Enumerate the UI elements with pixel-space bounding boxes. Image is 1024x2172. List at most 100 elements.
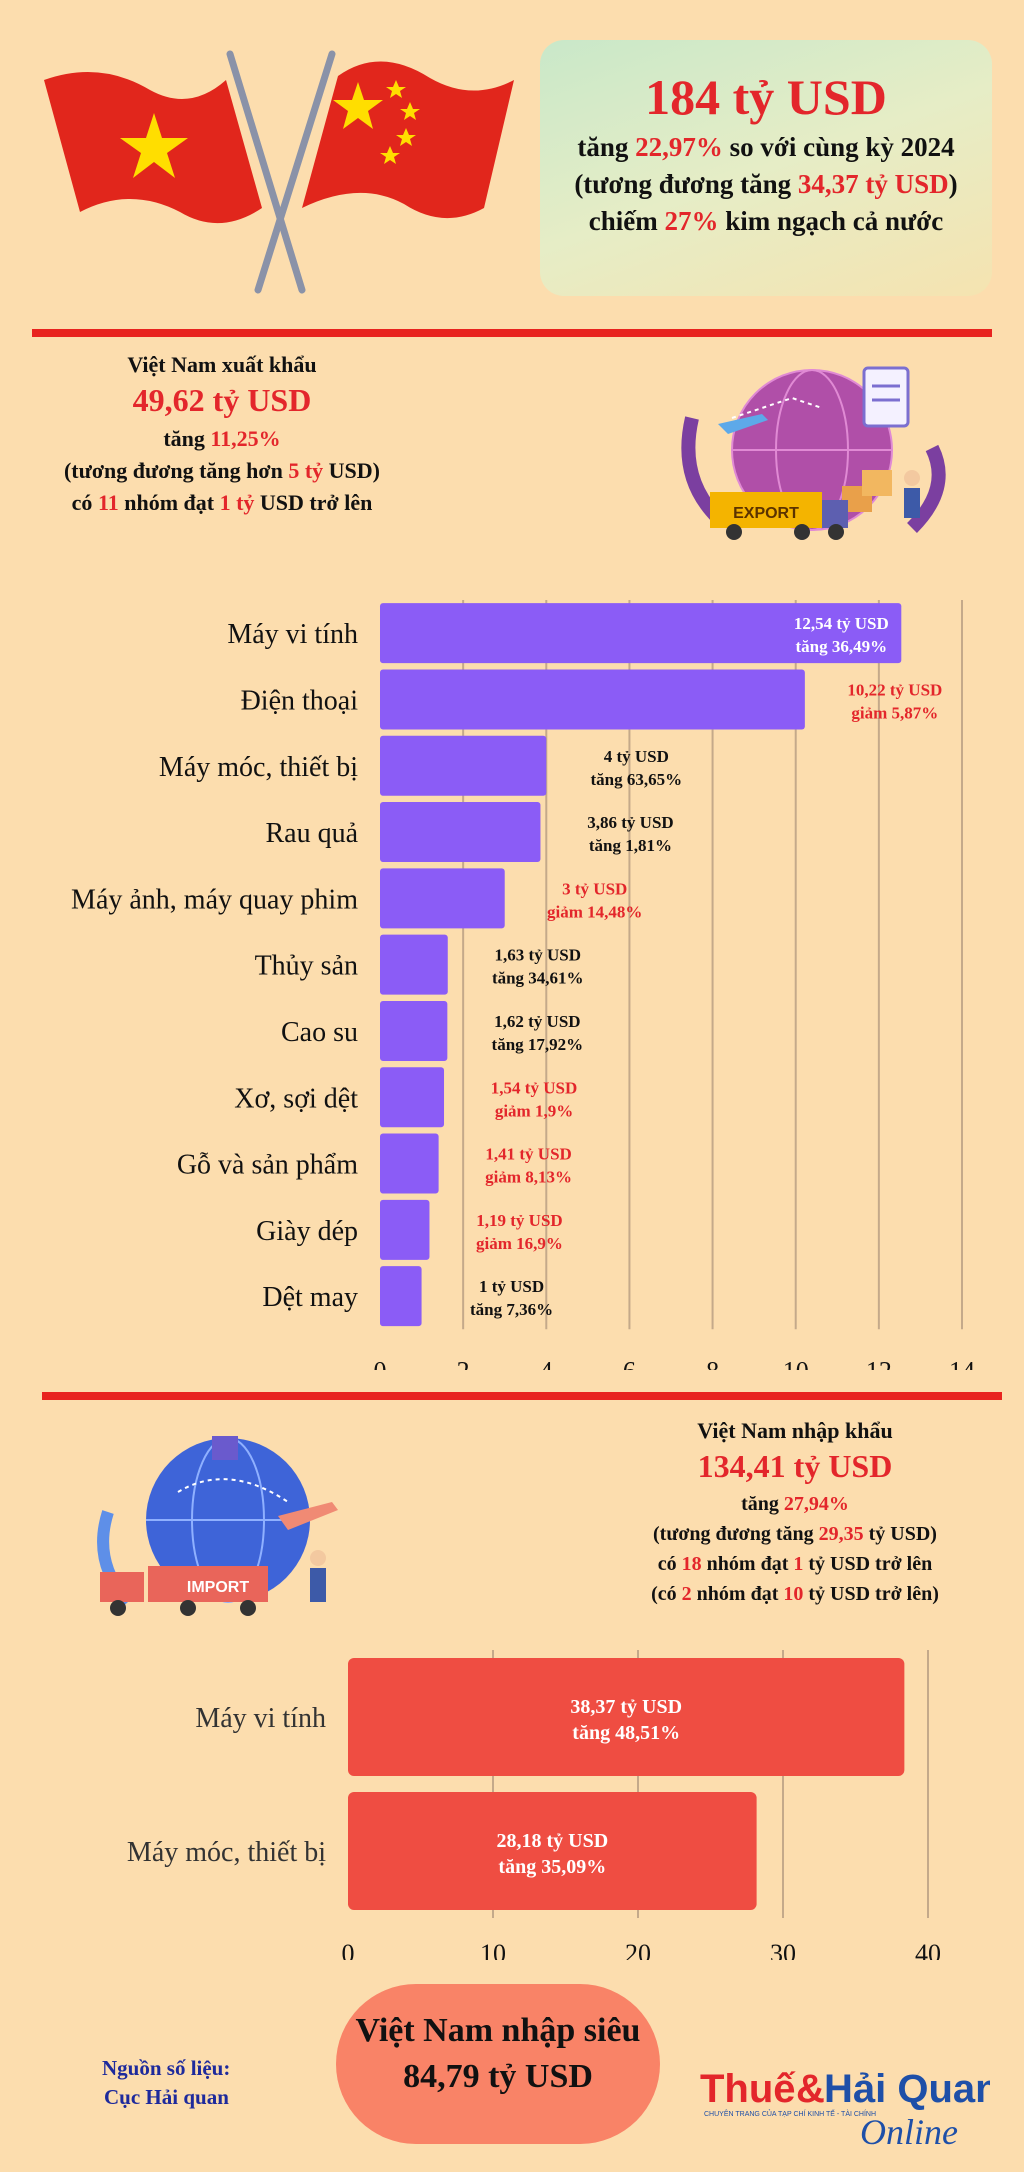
export-heading: Việt Nam xuất khẩu: [127, 352, 317, 377]
x-tick-label: 10: [480, 1939, 506, 1960]
bar: [380, 934, 448, 995]
import-illustration-icon: IMPORT: [97, 1436, 338, 1616]
svg-text:Hải Quan: Hải Quan: [824, 2067, 990, 2111]
import-details: tăng 27,94% (tương đương tăng 29,35 tỷ U…: [651, 1493, 939, 1605]
import-chart-bars: [348, 1658, 905, 1910]
data-label-value: 1,41 tỷ USD: [485, 1145, 571, 1164]
svg-text:CHUYÊN TRANG CỦA TẠP CHÍ KINH: CHUYÊN TRANG CỦA TẠP CHÍ KINH TẾ - TÀI C…: [704, 2108, 876, 2118]
data-label-value: 10,22 tỷ USD: [847, 680, 942, 699]
import-heading: Việt Nam nhập khẩu: [697, 1418, 893, 1443]
data-label-change: tăng 1,81%: [589, 836, 672, 855]
export-value: 49,62 tỷ USD: [132, 382, 312, 418]
data-label-change: giảm 5,87%: [851, 703, 938, 722]
bar: [380, 868, 505, 929]
category-label: Máy móc, thiết bị: [127, 1837, 326, 1868]
x-tick-label: 14: [949, 1356, 975, 1370]
svg-text:&: &: [796, 2067, 825, 2111]
data-label-change: giảm 14,48%: [547, 902, 642, 921]
data-label-value: 3 tỷ USD: [562, 879, 627, 898]
import-info: Việt Nam nhập khẩu 134,41 tỷ USD tăng 27…: [630, 1418, 960, 1609]
data-label-change: tăng 36,49%: [795, 637, 887, 656]
data-label-change: giảm 8,13%: [485, 1168, 572, 1187]
x-tick-label: 40: [915, 1939, 941, 1960]
source-label: Nguồn số liệu:: [102, 2056, 231, 2080]
x-tick-label: 2: [457, 1356, 470, 1370]
x-tick-label: 0: [342, 1939, 355, 1960]
summary-equivalent: (tương đương tăng 34,37 tỷ USD): [574, 169, 958, 199]
category-label: Xơ, sợi dệt: [234, 1083, 358, 1114]
data-label-value: 3,86 tỷ USD: [587, 813, 673, 832]
category-label: Rau quả: [265, 818, 358, 849]
data-label-value: 12,54 tỷ USD: [794, 614, 889, 633]
data-label-change: tăng 34,61%: [492, 969, 584, 988]
trade-deficit-badge: Việt Nam nhập siêu 84,79 tỷ USD: [336, 1984, 660, 2144]
middle-divider: [42, 1392, 1002, 1400]
bar: [380, 1133, 439, 1194]
data-label-value: 4 tỷ USD: [604, 747, 669, 766]
x-tick-label: 12: [866, 1356, 892, 1370]
bar: [380, 1266, 422, 1327]
bar: [380, 1199, 430, 1260]
import-value: 134,41 tỷ USD: [697, 1448, 893, 1484]
import-chart-labels: Máy vi tính 38,37 tỷ USD tăng 48,51% Máy mó…: [127, 1696, 682, 1878]
summary-box: 184 tỷ USD tăng 22,97% so với cùng kỳ 20…: [540, 40, 992, 296]
x-tick-label: 20: [625, 1939, 651, 1960]
export-chart-labels: Máy vi tính 12,54 tỷ USD tăng 36,49% Điện t…: [71, 614, 942, 1319]
total-trade-value: 184 tỷ USD: [645, 69, 887, 125]
bar: [380, 1000, 448, 1061]
bar: [380, 1067, 445, 1128]
vietnam-flag-star: [120, 113, 188, 178]
export-chart-bars: [380, 603, 902, 1327]
export-chart: Máy vi tính 12,54 tỷ USD tăng 36,49% Điện t…: [71, 600, 976, 1370]
data-label-change: tăng 17,92%: [492, 1035, 584, 1054]
x-tick-label: 0: [374, 1356, 387, 1370]
bar: [380, 669, 805, 730]
thue-hai-quan-logo: Thuế & Hải Quan CHUYÊN TRANG CỦA TẠP CHÍ…: [700, 2067, 990, 2150]
data-source: Nguồn số liệu: Cục Hải quan: [102, 2054, 230, 2113]
category-label: Máy móc, thiết bị: [159, 752, 358, 783]
svg-text:Online: Online: [860, 2112, 958, 2150]
vietnam-china-flags: [44, 50, 514, 294]
flag-pole-right: [254, 50, 336, 294]
x-tick-label: 30: [770, 1939, 796, 1960]
data-label-value: 1,62 tỷ USD: [494, 1012, 580, 1031]
import-chart-ticks: 0 10 20 30 40: [342, 1939, 942, 1960]
category-label: Máy vi tính: [195, 1703, 326, 1734]
data-label-value: 1,54 tỷ USD: [491, 1078, 577, 1097]
data-label-change: giảm 1,9%: [495, 1101, 573, 1120]
data-label-value: 28,18 tỷ USD: [496, 1830, 608, 1852]
bar: [380, 603, 902, 664]
bar: [348, 1658, 905, 1776]
export-info: Việt Nam xuất khẩu 49,62 tỷ USD tăng 11,…: [62, 352, 382, 519]
category-label: Máy vi tính: [227, 619, 358, 650]
category-label: Điện thoại: [241, 685, 359, 716]
category-label: Thủy sản: [255, 951, 358, 982]
data-label-value: 1,19 tỷ USD: [476, 1211, 562, 1230]
china-flag-big-star: [333, 82, 383, 129]
data-label-change: tăng 48,51%: [572, 1722, 680, 1744]
category-label: Gỗ và sản phẩm: [177, 1150, 358, 1181]
data-label-change: tăng 63,65%: [590, 770, 682, 789]
category-label: Dệt may: [262, 1282, 358, 1313]
category-label: Máy ảnh, máy quay phim: [71, 884, 358, 915]
data-label-value: 38,37 tỷ USD: [570, 1696, 682, 1718]
flag-pole-left: [226, 50, 306, 294]
top-divider: [32, 329, 992, 337]
source-name: Cục Hải quan: [104, 2085, 229, 2110]
import-chart: Máy vi tính 38,37 tỷ USD tăng 48,51% Máy mó…: [127, 1650, 942, 1960]
data-label-change: giảm 16,9%: [476, 1234, 563, 1253]
data-label-value: 1 tỷ USD: [479, 1277, 544, 1296]
category-label: Giày dép: [256, 1216, 358, 1247]
x-tick-label: 10: [783, 1356, 809, 1370]
category-label: Cao su: [281, 1017, 358, 1048]
bar: [380, 802, 541, 863]
svg-text:Thuế: Thuế: [700, 2067, 796, 2111]
bar: [348, 1792, 757, 1910]
summary-share: chiếm 27% kim ngạch cả nước: [588, 206, 944, 236]
data-label-value: 1,63 tỷ USD: [495, 946, 581, 965]
import-badge: IMPORT: [187, 1579, 249, 1596]
x-tick-label: 4: [540, 1356, 553, 1370]
x-tick-label: 8: [706, 1356, 719, 1370]
export-chart-ticks: 0 2 4 6 8 10 12 14: [374, 1356, 976, 1370]
summary-growth: tăng 22,97% so với cùng kỳ 2024: [577, 132, 955, 162]
